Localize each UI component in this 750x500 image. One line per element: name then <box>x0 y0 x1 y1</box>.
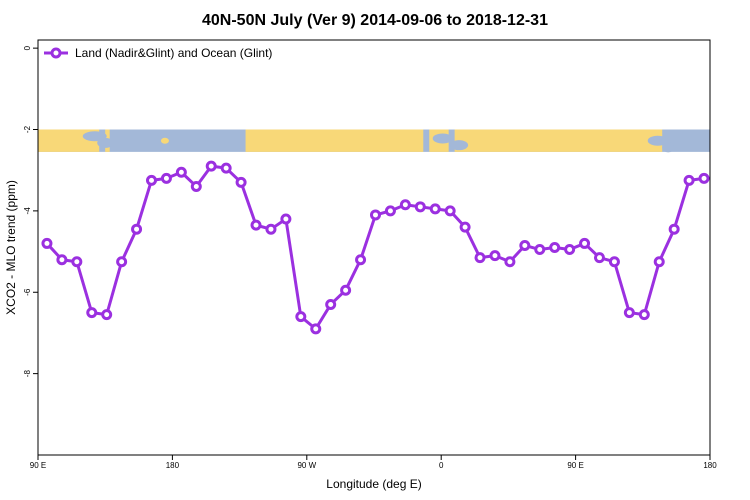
data-point <box>549 242 561 253</box>
data-point <box>593 252 605 264</box>
data-point <box>280 213 292 225</box>
data-point <box>564 244 576 256</box>
world-map-strip <box>38 129 710 153</box>
y-tick-label: -8 <box>23 370 32 378</box>
data-point <box>235 176 247 188</box>
data-point <box>340 284 352 296</box>
data-point <box>534 244 546 256</box>
data-point <box>250 219 262 231</box>
data-point <box>519 239 531 251</box>
map-coast <box>82 131 107 142</box>
data-point <box>190 180 202 192</box>
legend-marker <box>50 47 62 59</box>
data-point <box>608 256 620 268</box>
map-coast <box>647 135 668 146</box>
data-point <box>638 309 650 321</box>
series-line <box>45 164 705 331</box>
data-point <box>145 174 157 186</box>
data-point <box>101 309 113 321</box>
map-coast <box>432 133 453 144</box>
x-tick-label: 0 <box>439 461 444 470</box>
legend-entry: Land (Nadir&Glint) and Ocean (Glint) <box>75 46 272 60</box>
data-point <box>160 172 172 184</box>
legend: Land (Nadir&Glint) and Ocean (Glint) <box>44 46 272 60</box>
y-axis: 0 -2 -4 -6 -8 <box>23 45 38 377</box>
x-tick-label: 90 E <box>567 461 583 470</box>
data-point <box>384 205 396 217</box>
map-island <box>43 135 54 142</box>
y-axis-label: XCO2 - MLO trend (ppm) <box>4 180 18 315</box>
x-tick-label: 90 E <box>30 461 46 470</box>
y-tick-label: 0 <box>23 45 32 50</box>
map-land <box>454 129 663 152</box>
data-point <box>86 307 98 319</box>
data-point <box>459 221 471 233</box>
map-island <box>160 137 169 144</box>
data-point <box>265 223 277 235</box>
map-land <box>245 129 424 152</box>
x-tick-label: 180 <box>703 461 717 470</box>
data-point <box>325 298 337 310</box>
map-coast <box>97 137 114 148</box>
data-point <box>355 254 367 266</box>
x-tick-label: 90 W <box>297 461 316 470</box>
x-axis-label: Longitude (deg E) <box>326 477 421 491</box>
data-point <box>116 256 128 268</box>
data-point <box>414 201 426 213</box>
data-point <box>504 256 516 268</box>
data-point <box>56 254 68 266</box>
series-layer <box>41 160 710 335</box>
data-point <box>668 223 680 235</box>
x-axis: 90 E 180 90 W 0 90 E 180 <box>30 455 717 470</box>
data-point <box>205 160 217 172</box>
map-coast <box>662 142 675 153</box>
y-tick-label: -4 <box>23 207 32 215</box>
data-point <box>399 199 411 211</box>
data-point <box>489 250 501 262</box>
data-point <box>71 256 83 268</box>
data-point <box>429 203 441 215</box>
map-coast <box>450 140 469 151</box>
data-point <box>131 223 143 235</box>
data-point <box>220 162 232 174</box>
data-point <box>623 307 635 319</box>
y-tick-label: -2 <box>23 125 32 133</box>
plot-frame <box>37 39 711 456</box>
data-point <box>698 172 710 184</box>
data-point <box>41 237 53 249</box>
data-point <box>310 323 322 335</box>
data-point <box>579 237 591 249</box>
data-point <box>683 174 695 186</box>
data-point <box>369 209 381 221</box>
data-point <box>175 166 187 178</box>
chart-title: 40N-50N July (Ver 9) 2014-09-06 to 2018-… <box>202 12 548 29</box>
y-tick-label: -6 <box>23 288 32 296</box>
data-point <box>295 311 307 323</box>
data-point <box>444 205 456 217</box>
data-point <box>474 252 486 264</box>
data-point <box>653 256 665 268</box>
x-tick-label: 180 <box>166 461 180 470</box>
map-island <box>290 137 299 144</box>
